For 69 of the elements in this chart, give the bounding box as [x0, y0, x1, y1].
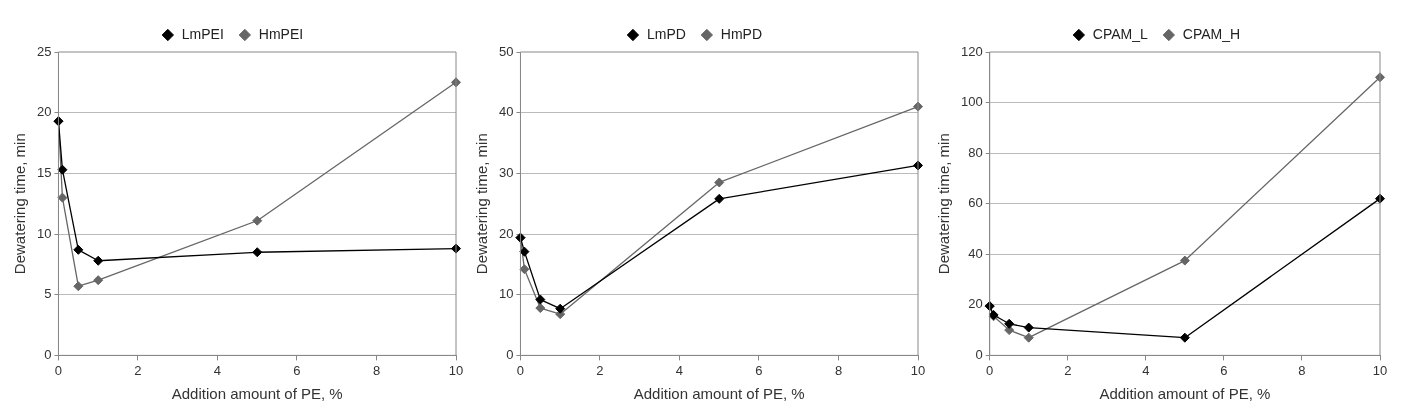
point — [1023, 332, 1034, 343]
y-tick-label: 10 — [36, 225, 52, 241]
y-tick-label: 80 — [968, 144, 983, 160]
x-tick-label: 4 — [213, 362, 222, 378]
y-axis-title: Dewatering time, min — [935, 133, 953, 275]
x-tick-label: 10 — [910, 362, 926, 378]
legend-label: HmPEI — [258, 25, 304, 42]
y-tick-label: 0 — [975, 346, 983, 362]
x-tick-label: 8 — [1298, 362, 1306, 378]
x-tick-label: 6 — [1220, 362, 1228, 378]
x-tick-label: 10 — [1372, 362, 1388, 378]
legend-label: CPAM_L — [1092, 25, 1149, 42]
x-axis-title: Addition amount of PE, % — [1099, 385, 1271, 403]
y-tick-label: 20 — [498, 225, 514, 241]
point — [93, 275, 104, 286]
point — [252, 215, 263, 226]
y-tick-label: 30 — [498, 164, 514, 180]
point — [73, 281, 84, 292]
y-tick-label: 40 — [498, 104, 514, 120]
y-tick-label: 0 — [44, 346, 52, 362]
point — [57, 164, 68, 175]
point — [93, 255, 104, 266]
y-tick-label: 0 — [506, 346, 514, 362]
x-tick-label: 2 — [134, 362, 142, 378]
x-tick-label: 6 — [755, 362, 763, 378]
y-tick-label: 15 — [36, 164, 52, 180]
x-tick-label: 0 — [986, 362, 994, 378]
x-tick-label: 0 — [516, 362, 525, 378]
point — [535, 303, 546, 314]
x-axis-title: Addition amount of PE, % — [633, 385, 805, 403]
x-axis-title: Addition amount of PE, % — [171, 385, 343, 403]
legend-label: HmPD — [720, 25, 763, 42]
y-tick-label: 60 — [968, 195, 983, 211]
y-axis-title: Dewatering time, min — [473, 133, 491, 275]
x-tick-label: 4 — [1142, 362, 1150, 378]
point — [519, 264, 530, 275]
point — [57, 192, 68, 203]
y-tick-label: 25 — [36, 43, 52, 59]
point — [714, 193, 725, 204]
x-tick-label: 6 — [293, 362, 301, 378]
legend-label: LmPD — [646, 25, 686, 42]
legend-label: CPAM_H — [1182, 25, 1241, 42]
x-tick-label: 8 — [834, 362, 843, 378]
y-tick-label: 20 — [968, 296, 983, 312]
point — [73, 244, 84, 255]
x-tick-label: 4 — [675, 362, 684, 378]
x-tick-label: 0 — [54, 362, 63, 378]
y-tick-label: 20 — [36, 104, 52, 120]
point — [1179, 255, 1190, 266]
x-tick-label: 10 — [448, 362, 464, 378]
y-axis-title: Dewatering time, min — [11, 133, 29, 275]
point — [519, 246, 530, 257]
y-tick-label: 120 — [960, 43, 983, 59]
y-tick-label: 50 — [498, 43, 514, 59]
y-tick-label: 40 — [968, 245, 983, 261]
x-tick-label: 8 — [372, 362, 381, 378]
point — [1004, 318, 1015, 329]
point — [1023, 322, 1034, 333]
point — [714, 177, 725, 188]
x-tick-label: 2 — [596, 362, 604, 378]
y-tick-label: 100 — [960, 94, 983, 110]
y-tick-label: 10 — [498, 286, 514, 302]
legend-label: LmPEI — [181, 25, 224, 42]
point — [1179, 332, 1190, 343]
point — [555, 303, 566, 314]
y-tick-label: 5 — [44, 286, 52, 302]
point — [535, 294, 546, 305]
point — [252, 247, 263, 258]
x-tick-label: 2 — [1064, 362, 1072, 378]
